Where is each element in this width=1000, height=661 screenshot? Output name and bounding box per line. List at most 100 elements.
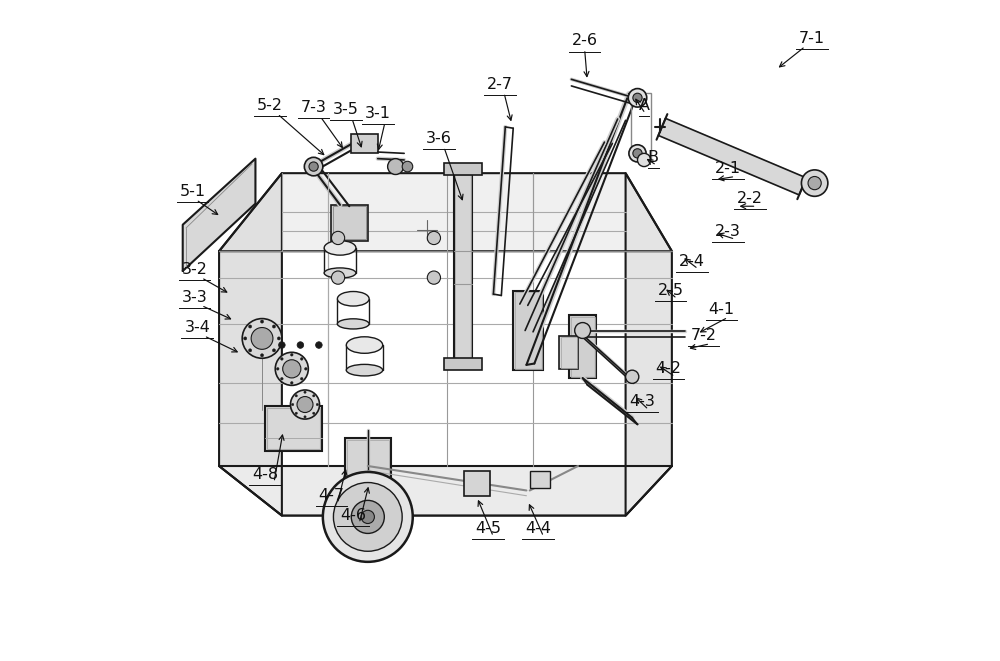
Circle shape [249,349,252,352]
Circle shape [304,416,306,418]
Circle shape [427,231,441,245]
Circle shape [290,354,293,356]
Bar [444,163,482,175]
Text: 3-2: 3-2 [182,262,208,277]
Text: 4-6: 4-6 [340,508,366,523]
Circle shape [260,320,264,323]
Circle shape [291,403,294,406]
Circle shape [281,377,283,380]
Bar [454,173,472,365]
Circle shape [402,161,413,172]
Circle shape [290,381,293,384]
Bar [515,292,542,369]
Text: 2-7: 2-7 [487,77,513,92]
Circle shape [305,368,307,370]
Bar [513,291,543,370]
Ellipse shape [324,268,356,278]
Text: 2-4: 2-4 [679,254,705,268]
Circle shape [297,342,304,348]
Circle shape [351,500,384,533]
Circle shape [281,358,283,360]
Circle shape [633,93,642,102]
Text: 7-3: 7-3 [301,100,327,115]
Circle shape [316,403,319,406]
Circle shape [295,412,297,414]
Bar [265,406,322,451]
Bar [569,315,596,378]
Text: 2-5: 2-5 [658,284,684,298]
Text: 5-1: 5-1 [180,184,206,199]
Circle shape [388,159,403,175]
Circle shape [242,319,282,358]
Bar [559,336,578,369]
Circle shape [295,395,297,397]
Circle shape [290,390,320,419]
Bar [455,175,471,364]
Circle shape [283,360,301,378]
Circle shape [300,377,303,380]
Circle shape [316,342,322,348]
Circle shape [427,271,441,284]
Polygon shape [219,466,672,516]
Text: 2-6: 2-6 [572,34,598,48]
Text: 4-3: 4-3 [629,395,655,409]
Circle shape [575,323,591,338]
Circle shape [277,337,280,340]
Ellipse shape [324,241,356,255]
Text: 4-4: 4-4 [525,522,551,536]
Circle shape [249,325,252,328]
Circle shape [279,342,285,348]
Ellipse shape [346,364,383,376]
Bar [347,440,389,488]
Bar [561,337,577,368]
Polygon shape [219,173,672,251]
Text: 3-1: 3-1 [365,106,391,121]
Circle shape [629,145,646,162]
Text: 2-1: 2-1 [715,161,741,176]
Circle shape [628,89,647,107]
Text: 3-3: 3-3 [182,290,207,305]
Text: 4-2: 4-2 [656,362,682,376]
Circle shape [275,352,308,385]
Text: 3-6: 3-6 [426,132,452,146]
Polygon shape [183,159,255,271]
Text: 4-7: 4-7 [318,488,344,503]
Polygon shape [219,173,282,516]
Circle shape [633,149,642,158]
Ellipse shape [337,292,369,306]
Bar [530,471,550,488]
Text: 7-1: 7-1 [799,31,825,46]
Circle shape [626,370,639,383]
Circle shape [637,153,651,167]
Text: 2-3: 2-3 [715,224,741,239]
Text: 3-5: 3-5 [333,102,359,117]
Circle shape [313,395,315,397]
Bar [571,317,595,377]
Text: 5-2: 5-2 [257,98,283,113]
Bar [464,471,490,496]
Circle shape [304,391,306,393]
Text: 4-8: 4-8 [252,467,278,482]
Circle shape [276,368,279,370]
Text: B: B [648,150,659,165]
Circle shape [801,170,828,196]
Bar [345,438,391,490]
Circle shape [272,349,276,352]
Bar [351,134,378,153]
Circle shape [361,510,374,524]
Circle shape [333,483,402,551]
Polygon shape [658,118,806,195]
Circle shape [304,157,323,176]
Bar [444,358,482,370]
Bar [631,93,651,159]
Circle shape [331,231,345,245]
Text: 2-2: 2-2 [737,191,763,206]
Bar [333,206,366,239]
Ellipse shape [346,337,383,353]
Circle shape [808,176,821,190]
Bar [267,408,320,449]
Circle shape [272,325,276,328]
Circle shape [331,271,345,284]
Text: 3-4: 3-4 [184,321,210,335]
Text: 4-1: 4-1 [708,302,734,317]
